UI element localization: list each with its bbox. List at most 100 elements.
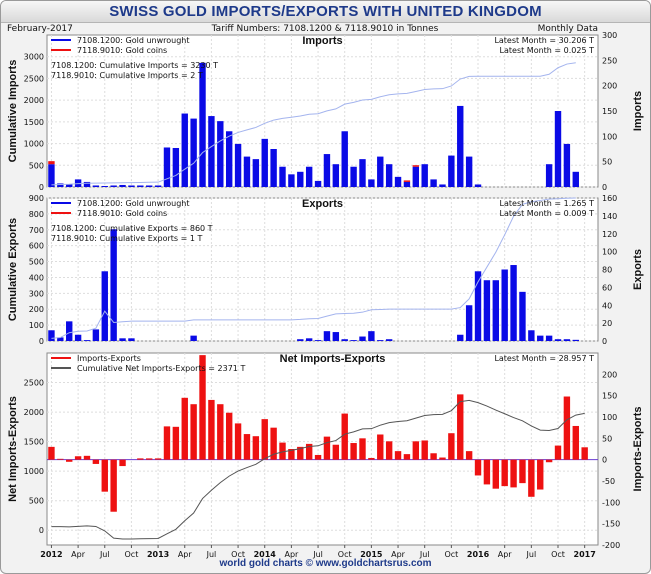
x-tick-label: Oct — [444, 550, 458, 559]
y-tick-right: 200 — [602, 370, 617, 379]
bar-exports-unwrought — [48, 330, 55, 341]
bar-net — [110, 459, 117, 512]
bar-imports-unwrought — [101, 185, 108, 187]
cumulative-net-line — [51, 399, 585, 540]
bar-net — [243, 434, 251, 460]
bar-imports-unwrought — [368, 179, 375, 187]
bar-net — [279, 442, 286, 460]
y-tick-left: 0 — [39, 183, 44, 192]
y-tick-left: 200 — [29, 305, 44, 314]
bar-imports-unwrought — [243, 156, 251, 187]
y-tick-right: -50 — [602, 477, 615, 486]
y-tick-left: 1500 — [24, 118, 44, 127]
bar-net — [448, 433, 455, 460]
bar-net — [137, 458, 144, 460]
title-bar: SWISS GOLD IMPORTS/EXPORTS WITH UNITED K… — [1, 1, 650, 23]
bar-net — [501, 459, 508, 487]
bar-net — [439, 457, 446, 460]
bar-exports-unwrought — [119, 338, 126, 341]
bar-imports-unwrought — [154, 185, 162, 187]
bar-imports-unwrought — [341, 131, 348, 187]
y-axis-label-left: Cumulative Exports — [7, 218, 19, 321]
x-tick-label: Jul — [526, 550, 537, 559]
x-tick-label-year: 2015 — [360, 550, 383, 559]
legend-label: Imports-Exports — [77, 354, 141, 363]
bar-imports-unwrought — [288, 174, 295, 187]
bar-exports-unwrought — [314, 340, 322, 341]
bar-net — [252, 436, 260, 460]
bar-exports-unwrought — [483, 280, 491, 341]
latest-month-label: Latest Month = 0.025 T — [500, 46, 595, 55]
bar-net — [119, 459, 126, 467]
y-tick-right: 100 — [602, 132, 617, 141]
y-tick-left: 2500 — [24, 379, 44, 388]
bar-imports-unwrought — [119, 184, 126, 187]
bar-imports-unwrought — [563, 143, 571, 187]
bar-exports-unwrought — [101, 271, 108, 341]
panel-title: Exports — [302, 198, 343, 210]
y-tick-right: 40 — [602, 301, 612, 310]
x-tick-label: Apr — [71, 550, 86, 559]
bar-net — [225, 412, 233, 460]
y-tick-right: 300 — [602, 31, 617, 40]
y-tick-right: 50 — [602, 158, 612, 167]
bar-net — [510, 459, 517, 488]
bar-imports-unwrought — [465, 156, 473, 187]
bar-net — [83, 455, 91, 460]
bar-net — [208, 399, 215, 460]
bar-net — [57, 458, 64, 460]
bar-net — [350, 443, 357, 460]
bar-exports-unwrought — [110, 229, 117, 341]
y-tick-right: 50 — [602, 434, 612, 443]
bar-net — [430, 453, 437, 460]
latest-month-label: Latest Month = 28.957 T — [494, 354, 594, 363]
bar-net — [572, 425, 579, 460]
bar-net — [581, 447, 588, 460]
legend-label: 7118.9010: Gold coins — [77, 209, 167, 218]
bar-imports-unwrought — [261, 138, 268, 187]
cumulative-exports-line — [51, 197, 576, 339]
bar-exports-unwrought — [528, 330, 535, 341]
y-tick-left: 400 — [29, 273, 44, 282]
bar-exports-unwrought — [474, 271, 482, 341]
bar-net — [457, 394, 464, 460]
x-tick-label: Oct — [338, 550, 352, 559]
bar-exports-unwrought — [510, 265, 517, 341]
bar-exports-unwrought — [563, 339, 571, 341]
bar-imports-unwrought — [457, 105, 464, 187]
bar-imports-unwrought — [545, 164, 553, 187]
latest-month-label: Latest Month = 0.009 T — [500, 209, 595, 218]
header-date: February-2017 — [7, 24, 73, 34]
bar-net — [323, 436, 331, 460]
bar-imports-unwrought — [474, 184, 482, 187]
y-tick-right: 80 — [602, 266, 612, 275]
bar-imports-unwrought — [572, 171, 579, 187]
bar-exports-unwrought — [501, 269, 508, 341]
bar-exports-unwrought — [341, 339, 348, 341]
bar-exports-unwrought — [305, 338, 313, 341]
y-tick-right: -150 — [602, 520, 620, 529]
bar-imports-unwrought — [225, 131, 233, 187]
bar-imports-unwrought — [92, 185, 100, 187]
panel-title: Imports — [302, 35, 342, 47]
bar-imports-unwrought — [57, 183, 64, 187]
bar-net — [270, 427, 277, 460]
y-tick-left: 1500 — [24, 438, 44, 447]
bar-imports-unwrought — [172, 147, 180, 187]
bar-imports-unwrought — [377, 156, 384, 187]
x-tick-label: Apr — [498, 550, 513, 559]
bar-net — [66, 459, 73, 462]
y-tick-left: 1000 — [24, 140, 44, 149]
bar-net — [234, 423, 242, 460]
bar-net — [288, 449, 295, 460]
bar-net — [163, 426, 171, 460]
bar-net — [554, 445, 562, 460]
bar-exports-unwrought — [519, 291, 526, 341]
bar-net — [403, 454, 411, 460]
x-tick-label-year: 2014 — [254, 550, 277, 559]
x-tick-label-year: 2013 — [147, 550, 169, 559]
bar-net — [217, 404, 224, 460]
y-tick-right: 20 — [602, 319, 612, 328]
footer-credit: world gold charts © www.goldchartsrus.co… — [219, 558, 432, 569]
